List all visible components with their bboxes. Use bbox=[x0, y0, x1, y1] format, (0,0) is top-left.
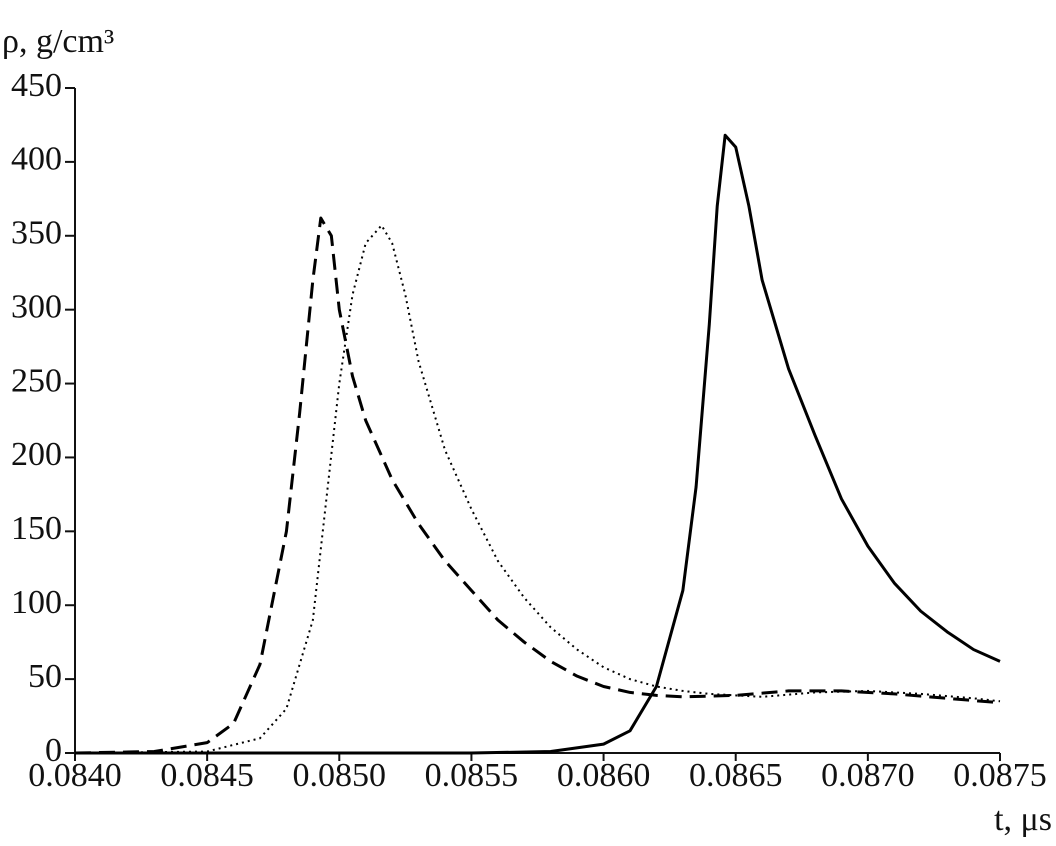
data-line bbox=[74, 216, 1001, 755]
y-tick-label: 400 bbox=[11, 141, 62, 178]
x-tick-label: 0.0850 bbox=[293, 757, 387, 794]
x-tick-label: 0.0875 bbox=[953, 757, 1047, 794]
y-tick-label: 300 bbox=[11, 288, 62, 325]
y-tick-label: 0 bbox=[45, 732, 62, 769]
y-tick-label: 50 bbox=[28, 658, 62, 695]
y-tick-label: 350 bbox=[11, 215, 62, 252]
x-tick-label: 0.0840 bbox=[28, 757, 122, 794]
y-axis-label: ρ, g/cm³ bbox=[2, 23, 114, 60]
y-tick-label: 100 bbox=[11, 584, 62, 621]
data-line bbox=[74, 224, 1001, 754]
x-tick-label: 0.0855 bbox=[425, 757, 519, 794]
x-tick-label: 0.0865 bbox=[689, 757, 783, 794]
y-tick-label: 450 bbox=[11, 67, 62, 104]
x-tick-label: 0.0870 bbox=[821, 757, 915, 794]
x-axis-label: t, μs bbox=[994, 801, 1052, 838]
x-tick-label: 0.0845 bbox=[160, 757, 254, 794]
x-tick-label: 0.0860 bbox=[557, 757, 651, 794]
y-tick-label: 250 bbox=[11, 362, 62, 399]
y-tick-label: 150 bbox=[11, 510, 62, 547]
data-line bbox=[75, 133, 1001, 755]
y-tick-label: 200 bbox=[11, 436, 62, 473]
